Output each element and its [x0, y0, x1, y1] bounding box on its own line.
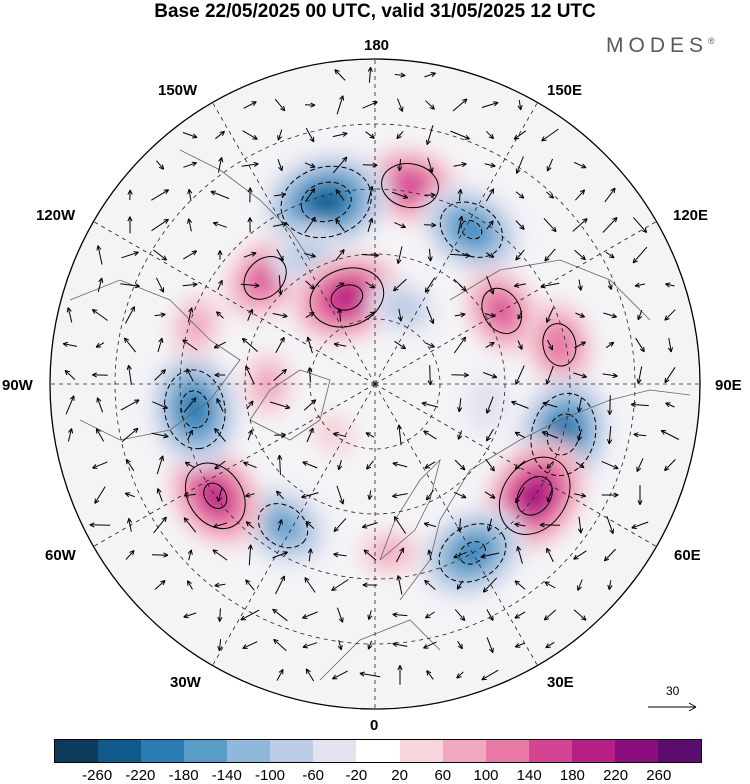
colorbar-swatch — [313, 740, 356, 762]
lon-label-90w: 90W — [2, 378, 33, 394]
colorbar-swatch — [227, 740, 270, 762]
colorbar-swatch — [572, 740, 615, 762]
lon-label-60e: 60E — [674, 548, 701, 564]
colorbar — [54, 739, 702, 763]
colorbar-swatch — [141, 740, 184, 762]
lon-label-90e: 90E — [715, 378, 742, 394]
lon-label-150e: 150E — [547, 83, 582, 99]
lon-label-150w: 150W — [158, 83, 197, 99]
lon-label-30w: 30W — [170, 675, 201, 691]
vector-scale-arrow — [648, 703, 696, 711]
lon-label-180: 180 — [364, 38, 389, 54]
lon-label-60w: 60W — [45, 548, 76, 564]
colorbar-swatch — [98, 740, 141, 762]
colorbar-swatch — [270, 740, 313, 762]
colorbar-swatch — [658, 740, 701, 762]
colorbar-swatch — [184, 740, 227, 762]
lon-label-0: 0 — [370, 718, 378, 734]
lon-label-30e: 30E — [547, 675, 574, 691]
colorbar-tick-label: 260 — [634, 767, 684, 784]
colorbar-swatch — [529, 740, 572, 762]
colorbar-swatch — [356, 740, 399, 762]
vector-scale-label: 30 — [666, 684, 679, 698]
colorbar-swatch — [400, 740, 443, 762]
colorbar-swatch — [443, 740, 486, 762]
lon-label-120e: 120E — [673, 208, 708, 224]
colorbar-swatch — [615, 740, 658, 762]
lon-label-120w: 120W — [36, 208, 75, 224]
colorbar-swatch — [55, 740, 98, 762]
colorbar-swatch — [486, 740, 529, 762]
